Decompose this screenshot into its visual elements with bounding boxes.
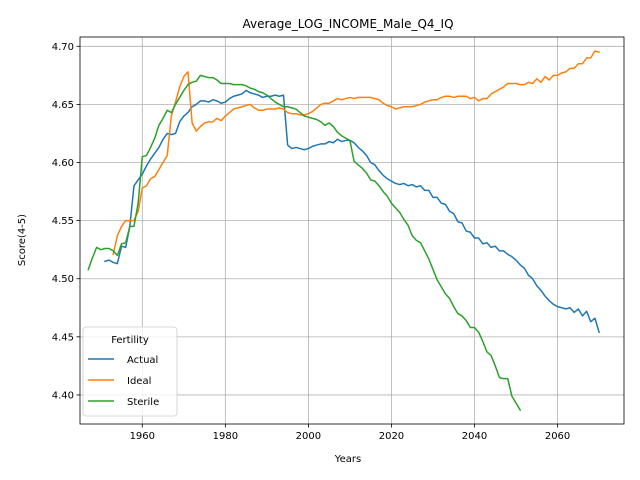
y-tick-label: 4.70 — [52, 42, 74, 53]
chart-title: Average_LOG_INCOME_Male_Q4_IQ — [242, 17, 453, 31]
y-axis: 4.40 4.45 4.50 4.55 4.60 4.65 4.70 — [52, 42, 80, 401]
y-tick-label: 4.50 — [52, 274, 74, 285]
series-line-sterile — [87, 74, 522, 412]
legend-box — [82, 326, 178, 417]
x-tick-label: 1960 — [130, 431, 155, 442]
legend-title: Fertility — [111, 335, 149, 346]
series-line-ideal — [112, 50, 601, 256]
x-axis-label: Years — [334, 454, 361, 465]
y-tick-label: 4.55 — [52, 216, 74, 227]
x-tick-label: 2000 — [296, 431, 321, 442]
y-tick-label: 4.60 — [52, 158, 74, 169]
legend-label-ideal: Ideal — [127, 376, 151, 387]
series-layer — [87, 50, 601, 412]
x-tick-label: 2040 — [462, 431, 487, 442]
legend-label-actual: Actual — [127, 355, 158, 366]
y-tick-label: 4.65 — [52, 100, 74, 111]
plot-frame — [79, 36, 625, 425]
legend-label-sterile: Sterile — [127, 397, 159, 408]
y-tick-label: 4.40 — [52, 390, 74, 401]
x-tick-label: 2020 — [379, 431, 404, 442]
y-tick-label: 4.45 — [52, 332, 74, 343]
x-tick-label: 1980 — [213, 431, 238, 442]
legend: Fertility Actual Ideal Sterile — [82, 326, 178, 417]
x-tick-label: 2060 — [545, 431, 570, 442]
series-line-actual — [103, 89, 601, 334]
x-axis: 1960 1980 2000 2020 2040 2060 — [130, 424, 570, 442]
y-axis-label: Score(4-5) — [17, 214, 28, 266]
